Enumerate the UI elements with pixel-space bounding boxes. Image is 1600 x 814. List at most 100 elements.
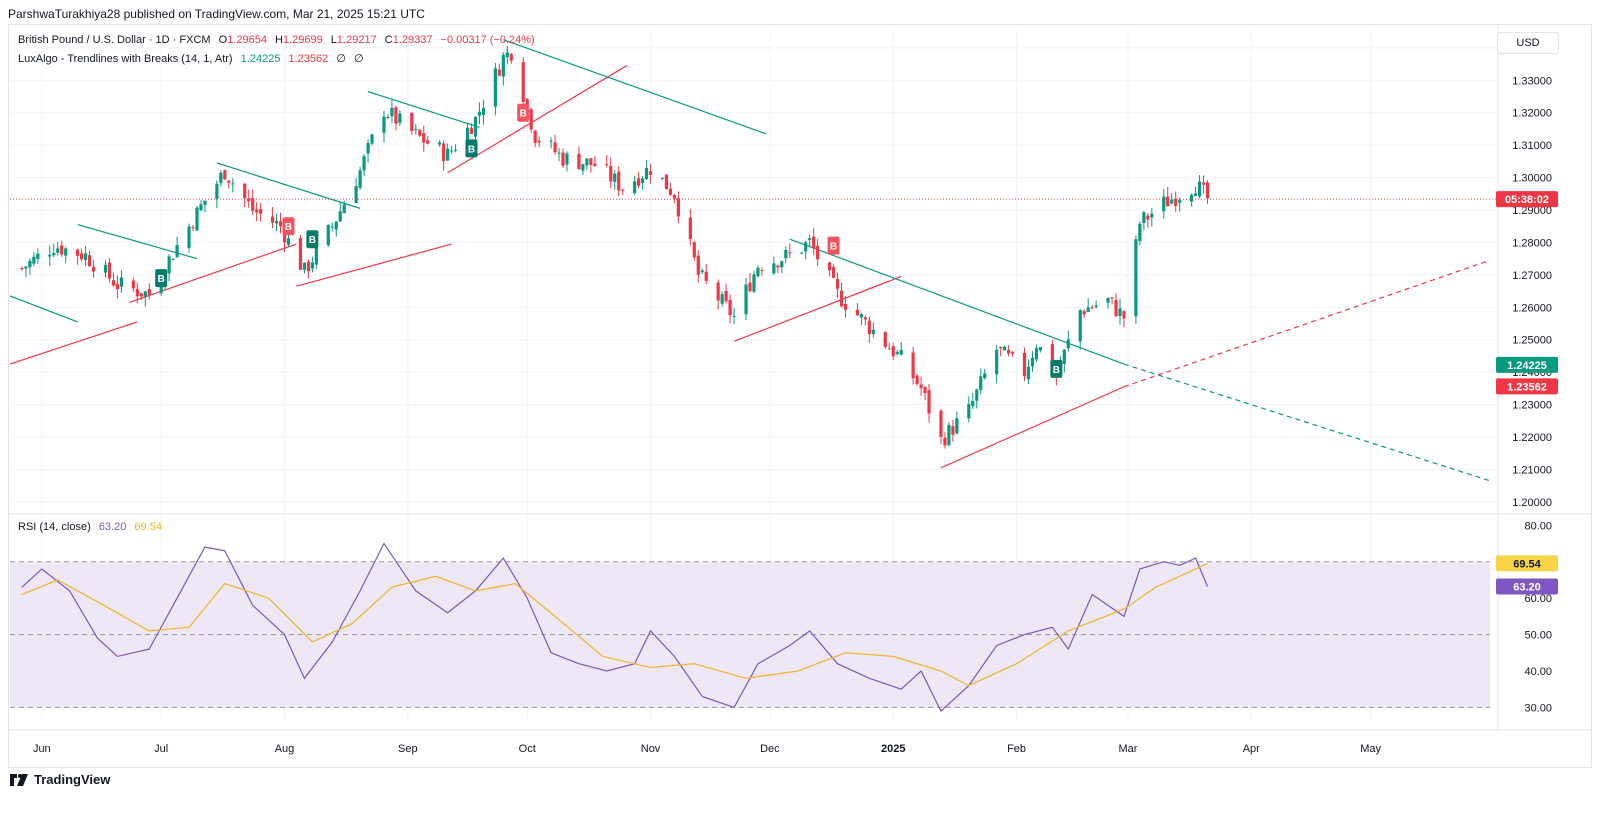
candle-up (1138, 223, 1142, 241)
candle-up (103, 264, 108, 273)
break-marker-bg (827, 236, 840, 255)
candle-down (1114, 299, 1118, 316)
candle-up (1066, 339, 1070, 349)
candle-down (648, 171, 653, 175)
currency-button[interactable]: USD (1497, 32, 1559, 54)
candle-down (1007, 349, 1011, 354)
tradingview-logo-text: TradingView (34, 772, 111, 787)
price-tick-label: 1.25000 (1512, 335, 1552, 347)
candle-up (871, 329, 875, 335)
candle-up (358, 170, 362, 188)
candle-down (20, 267, 24, 269)
candle-up (1142, 212, 1146, 224)
break-marker-down: B (517, 103, 530, 122)
tradingview-logo-icon (10, 773, 28, 786)
candle-up (557, 152, 561, 154)
candle-down (999, 346, 1003, 349)
price-tick-label: 1.29000 (1512, 205, 1552, 217)
candle-down (131, 280, 135, 289)
rsi-value: 63.20 (98, 521, 127, 533)
candle-up (808, 238, 812, 240)
candle-down (255, 209, 259, 213)
candle-up (1026, 366, 1031, 380)
candle-up (780, 261, 784, 268)
candle-up (215, 183, 219, 200)
candle-up (1078, 310, 1082, 342)
candle-up (203, 200, 207, 205)
candle-down (243, 183, 247, 199)
candle-down (748, 282, 752, 292)
rsi-name: RSI (14, close) (18, 521, 91, 533)
candle-up (366, 143, 370, 154)
candle-down (529, 109, 533, 130)
rsi-legend[interactable]: RSI (14, close) 63.20 69.54 (18, 521, 162, 533)
candle-up (446, 148, 450, 161)
time-tick-label: Jul (154, 743, 168, 755)
candle-up (386, 117, 390, 119)
candle-down (1205, 182, 1210, 199)
price-tick-label: 1.20000 (1512, 497, 1552, 509)
candle-up (302, 262, 307, 270)
candle-down (1110, 297, 1114, 299)
candle-down (111, 280, 116, 286)
indicator-legend[interactable]: LuxAlgo - Trendlines with Breaks (14, 1,… (18, 52, 364, 65)
candle-down (676, 198, 680, 217)
candle-down (1122, 311, 1126, 319)
candle-down (115, 283, 120, 290)
candle-down (621, 189, 625, 191)
candle-up (414, 129, 418, 131)
price-tick-label: 1.22000 (1512, 432, 1552, 444)
candle-up (390, 107, 394, 117)
candle-up (36, 253, 40, 260)
time-tick-label: Mar (1118, 743, 1137, 755)
indicator-value-badge: 1.24225 (1496, 356, 1558, 373)
candle-down (843, 303, 848, 310)
candle-down (672, 194, 677, 199)
candle-up (370, 134, 374, 144)
candle-up (1162, 196, 1166, 212)
candle-down (306, 261, 310, 272)
candle-up (330, 226, 334, 228)
candle-down (812, 236, 816, 249)
candle-down (247, 198, 251, 202)
indicator-value-3: ∅ (336, 53, 346, 65)
candle-down (561, 152, 565, 166)
break-marker-bg (306, 230, 319, 249)
candle-up (955, 418, 959, 434)
candle-down (915, 375, 919, 384)
candle-down (509, 54, 513, 61)
candle-up (644, 168, 649, 180)
candle-down (80, 253, 84, 260)
tradingview-logo[interactable]: TradingView (10, 772, 110, 787)
price-tick-label: 1.21000 (1512, 464, 1552, 476)
candle-up (1190, 194, 1194, 202)
time-tick-label: Dec (760, 743, 780, 755)
candle-down (617, 171, 621, 191)
time-tick-label: Aug (275, 743, 295, 755)
candle-up (64, 248, 68, 256)
candle-down (776, 265, 780, 268)
candle-up (505, 52, 509, 58)
candle-up (438, 142, 442, 145)
candle-up (1178, 199, 1182, 203)
candle-down (426, 140, 430, 144)
candle-up (32, 256, 36, 264)
candle-down (816, 245, 820, 260)
candle-up (1094, 305, 1098, 307)
low-value: 1.29217 (336, 34, 377, 46)
high-value: 1.29699 (282, 34, 323, 46)
price-tick-label: 1.31000 (1512, 140, 1552, 152)
candle-down (394, 107, 398, 124)
candle-down (1174, 198, 1178, 206)
candle-down (223, 170, 227, 180)
candle-down (147, 289, 151, 296)
time-tick-label: May (1360, 743, 1381, 755)
candle-up (52, 253, 56, 256)
last-price-badge: 05:38:02 (1496, 191, 1558, 208)
price-chart[interactable]: BBBBBBB1.200001.210001.220001.230001.240… (8, 24, 1592, 768)
rsi-line (21, 542, 1209, 713)
candle-up (286, 238, 291, 245)
symbol-legend[interactable]: British Pound / U.S. Dollar · 1D · FXCM … (18, 34, 535, 46)
trendline-support (129, 243, 297, 303)
break-marker-bg (155, 269, 168, 288)
